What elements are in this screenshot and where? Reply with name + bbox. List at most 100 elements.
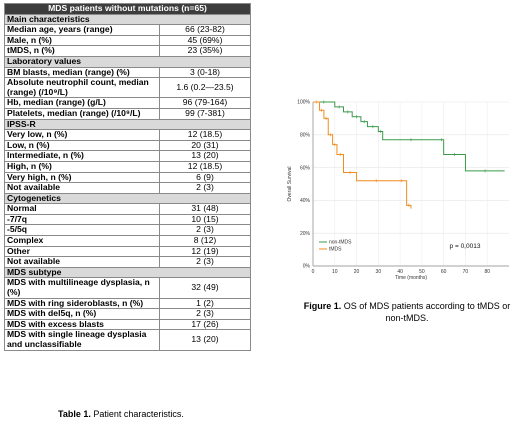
- y-tick-label: 80%: [300, 133, 311, 139]
- table-row: Median age, years (range) 66 (23-82): [4, 24, 251, 36]
- row-value: 96 (79-164): [159, 97, 251, 109]
- row-value: 2 (3): [159, 256, 251, 268]
- table-section-row: Cytogenetics: [4, 192, 251, 205]
- table-row: MDS with del5q, n (%) 2 (3): [4, 308, 251, 320]
- y-tick-label: 0%: [303, 264, 311, 270]
- row-value: 20 (31): [159, 139, 251, 152]
- survival-chart: 0% 20% 40% 60% 80% 100% 0 10 20 30 40 50 60 70 80 Time …: [287, 100, 509, 280]
- y-tick-label: 20%: [300, 231, 311, 237]
- table-row: tMDS, n (%) 23 (35%): [4, 45, 251, 57]
- row-label: MDS with del5q, n (%): [4, 308, 160, 320]
- y-tick-label: 100%: [297, 100, 310, 106]
- series-line-non-tmds: [313, 101, 505, 172]
- row-value: 23 (35%): [159, 45, 251, 57]
- row-label: Not available: [4, 182, 160, 194]
- row-label: Not available: [4, 256, 160, 268]
- row-label: MDS with ring sideroblasts, n (%): [4, 297, 160, 310]
- table-row: MDS with multilineage dysplasia, n (%) 32…: [4, 277, 251, 299]
- row-label: -7/7q: [4, 213, 160, 226]
- row-value: 66 (23-82): [159, 24, 251, 36]
- x-tick-label: 40: [397, 269, 403, 275]
- row-label: Very high, n (%): [4, 171, 160, 184]
- x-tick-label: 70: [463, 269, 469, 275]
- row-value: 2 (3): [159, 224, 251, 237]
- row-value: 45 (69%): [159, 34, 251, 47]
- table-row: -5/5q 2 (3): [4, 224, 251, 237]
- table-section-row: Laboratory values: [4, 55, 251, 68]
- row-value: 1 (2): [159, 297, 251, 310]
- table-row: MDS with single lineage dysplasia and un…: [4, 329, 251, 351]
- row-value: 6 (9): [159, 171, 251, 184]
- row-label: tMDS, n (%): [4, 45, 160, 57]
- section-label: MDS subtype: [4, 266, 251, 279]
- row-label: Very low, n (%): [4, 129, 160, 141]
- patient-characteristics-table: MDS patients without mutations (n=65) Mai…: [4, 3, 251, 351]
- row-value: 1.6 (0.2—23.5): [159, 77, 251, 99]
- row-label: MDS with single lineage dysplasia and un…: [4, 329, 160, 351]
- row-label: Normal: [4, 203, 160, 215]
- row-label: -5/5q: [4, 224, 160, 237]
- table-section-row: IPSS-R: [4, 118, 251, 131]
- row-label: Complex: [4, 235, 160, 247]
- table-caption-label: Table 1.: [58, 409, 91, 419]
- y-tick-label: 60%: [300, 165, 311, 171]
- row-value: 12 (18.5): [159, 160, 251, 173]
- x-tick-label: 30: [376, 269, 382, 275]
- y-axis-label: Overall Survival: [287, 166, 293, 201]
- section-label: IPSS-R: [4, 118, 251, 131]
- row-value: 2 (3): [159, 308, 251, 320]
- row-value: 17 (26): [159, 318, 251, 331]
- row-value: 3 (0-18): [159, 66, 251, 79]
- row-label: BM blasts, median (range) (%): [4, 66, 160, 79]
- row-label: MDS with excess blasts: [4, 318, 160, 331]
- table-row: Not available 2 (3): [4, 182, 251, 194]
- table-row: Normal 31 (48): [4, 203, 251, 215]
- x-tick-label: 60: [441, 269, 447, 275]
- row-value: 8 (12): [159, 235, 251, 247]
- table-section-row: MDS subtype: [4, 266, 251, 279]
- x-tick-label: 50: [419, 269, 425, 275]
- row-label: MDS with multilineage dysplasia, n (%): [4, 277, 160, 299]
- table-row: Other 12 (19): [4, 245, 251, 258]
- series-line-tmds: [313, 101, 412, 209]
- row-value: 2 (3): [159, 182, 251, 194]
- table-row: Very high, n (%) 6 (9): [4, 171, 251, 184]
- table-row: High, n (%) 12 (18.5): [4, 160, 251, 173]
- row-label: Other: [4, 245, 160, 258]
- y-tick-label: 40%: [300, 198, 311, 204]
- figure-caption-text: OS of MDS patients according to tMDS or …: [341, 301, 511, 323]
- table-row: Platelets, median (range) (/10⁹/L) 99 (7-…: [4, 107, 251, 120]
- figure-caption: Figure 1. OS of MDS patients according t…: [300, 300, 514, 324]
- x-tick-label: 80: [484, 269, 490, 275]
- table-row: -7/7q 10 (15): [4, 213, 251, 226]
- table-caption: Table 1. Patient characteristics.: [58, 409, 184, 419]
- row-value: 10 (15): [159, 213, 251, 226]
- row-label: Platelets, median (range) (/10⁹/L): [4, 107, 160, 120]
- row-label: Hb, median (range) (g/L): [4, 97, 160, 109]
- legend-label: non-tMDS: [329, 240, 352, 246]
- row-label: High, n (%): [4, 160, 160, 173]
- legend-label: tMDS: [329, 247, 342, 253]
- table-row: Intermediate, n (%) 13 (20): [4, 150, 251, 162]
- section-label: Main characteristics: [4, 13, 251, 26]
- x-tick-label: 20: [354, 269, 360, 275]
- x-tick-label: 0: [312, 269, 315, 275]
- figure-caption-label: Figure 1.: [303, 301, 342, 311]
- section-label: Cytogenetics: [4, 192, 251, 205]
- x-tick-label: 10: [332, 269, 338, 275]
- row-value: 13 (20): [159, 329, 251, 351]
- table-section-row: Main characteristics: [4, 13, 251, 26]
- p-value-annotation: p = 0,0013: [450, 243, 481, 250]
- row-label: Median age, years (range): [4, 24, 160, 36]
- row-value: 31 (48): [159, 203, 251, 215]
- table-row: BM blasts, median (range) (%) 3 (0-18): [4, 66, 251, 79]
- row-label: Low, n (%): [4, 139, 160, 152]
- table-title-row: MDS patients without mutations (n=65): [4, 3, 251, 15]
- row-label: Male, n (%): [4, 34, 160, 47]
- row-value: 99 (7-381): [159, 107, 251, 120]
- table-row: Low, n (%) 20 (31): [4, 139, 251, 152]
- table-row: Complex 8 (12): [4, 235, 251, 247]
- row-value: 13 (20): [159, 150, 251, 162]
- table-row: MDS with excess blasts 17 (26): [4, 318, 251, 331]
- table-row: Very low, n (%) 12 (18.5): [4, 129, 251, 141]
